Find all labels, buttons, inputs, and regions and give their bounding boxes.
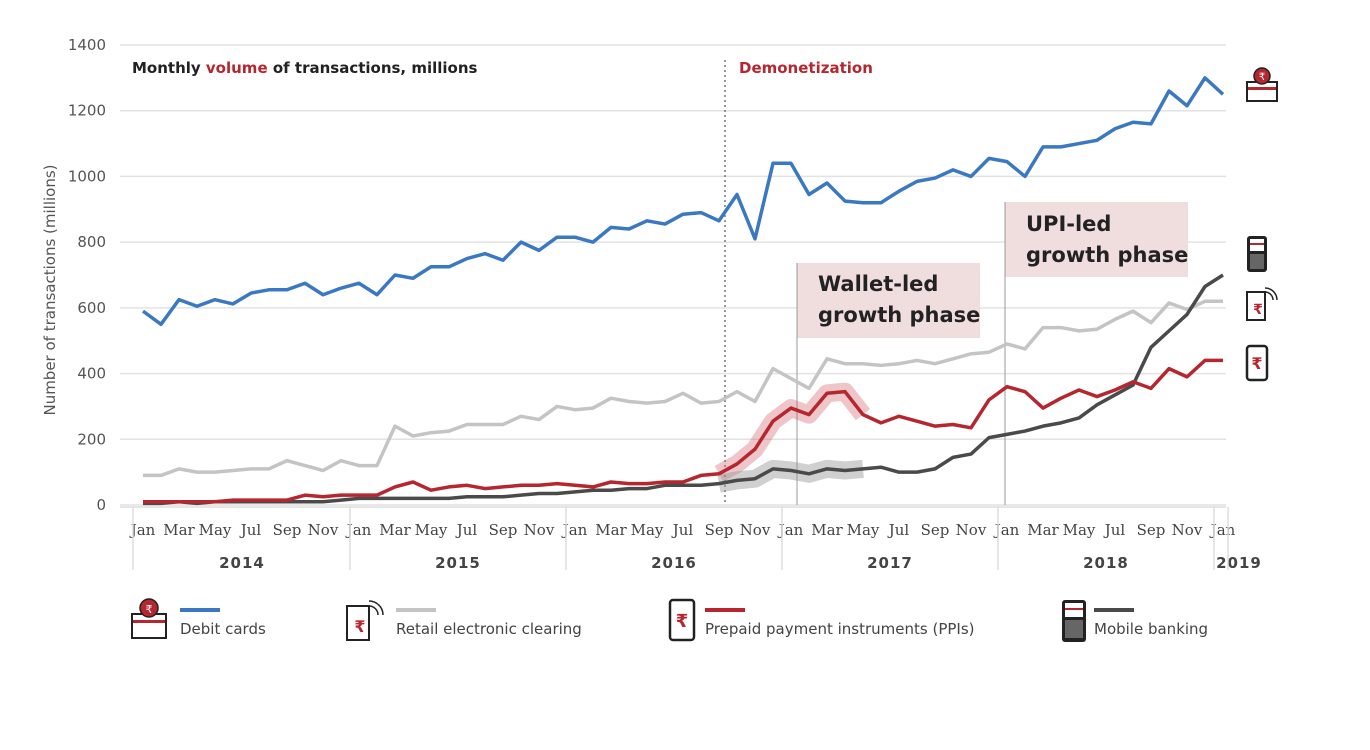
year-label: 2015: [435, 554, 481, 572]
year-label: 2019: [1216, 554, 1262, 572]
x-tick-label: Jan: [1209, 521, 1236, 539]
x-tick-label: Nov: [308, 521, 339, 539]
x-tick-label: Mar: [163, 521, 195, 539]
series-lines: [141, 76, 1225, 506]
x-tick-label: Jan: [777, 521, 804, 539]
feature-phone-icon: [1062, 600, 1086, 642]
y-tick-label: 600: [77, 299, 106, 317]
y-tick-label: 0: [96, 496, 106, 514]
svg-text:₹: ₹: [676, 611, 689, 632]
debit-card-icon: ₹: [1246, 67, 1278, 102]
upi-highlight-box: [1005, 202, 1188, 277]
year-label: 2016: [651, 554, 697, 572]
x-tick-label: Jul: [887, 521, 910, 539]
x-tick-label: Jan: [561, 521, 588, 539]
annotation-upi-led: UPI-led growth phase: [1004, 202, 1188, 505]
annotation-demonetization: Demonetization: [724, 59, 873, 505]
debit-card-icon: ₹: [131, 598, 167, 639]
x-tick-label: Nov: [740, 521, 771, 539]
y-axis-label: Number of transactions (millions): [41, 164, 59, 415]
legend-item-mobile-banking: Mobile banking: [1062, 600, 1208, 642]
svg-text:₹: ₹: [1253, 302, 1263, 318]
year-label: 2014: [219, 554, 265, 572]
chart-title: Monthly volume of transactions, millions: [132, 59, 478, 77]
y-tick-label: 400: [77, 365, 106, 383]
upi-label-line2: growth phase: [1026, 243, 1188, 267]
x-tick-label: Jul: [455, 521, 478, 539]
legend-label: Retail electronic clearing: [396, 620, 582, 638]
svg-text:₹: ₹: [1251, 354, 1262, 373]
mobile-rupee-icon: ₹: [1245, 344, 1269, 382]
legend-item-retail-electronic-clearing: ₹ Retail electronic clearing: [346, 600, 582, 641]
x-tick-label: May: [199, 521, 232, 539]
receipt-icon: ₹: [1246, 287, 1278, 321]
legend-label: Debit cards: [180, 620, 266, 638]
legend: ₹ Debit cards ₹ Retail electronic cleari…: [131, 598, 1208, 642]
x-tick-label: Jul: [239, 521, 262, 539]
x-tick-label: Jan: [129, 521, 156, 539]
legend-item-ppi: ₹ Prepaid payment instruments (PPIs): [668, 598, 975, 642]
x-tick-label: Mar: [1027, 521, 1059, 539]
y-tick-label: 200: [77, 430, 106, 448]
y-axis-ticks: 0 200 400 600 800 1000 1200 1400: [68, 36, 106, 514]
gridlines: [120, 44, 1226, 506]
x-tick-label: Nov: [956, 521, 987, 539]
upi-label-line1: UPI-led: [1026, 212, 1111, 236]
x-tick-label: May: [847, 521, 880, 539]
title-part: of transactions, millions: [268, 59, 478, 77]
x-tick-label: Sep: [1137, 521, 1166, 539]
svg-text:₹: ₹: [1259, 72, 1265, 83]
demonetization-label: Demonetization: [739, 59, 873, 77]
series-line-mobile-banking: [143, 273, 1224, 506]
x-tick-label: Jan: [345, 521, 372, 539]
receipt-icon: ₹: [346, 600, 384, 641]
x-tick-label: May: [631, 521, 664, 539]
y-tick-label: 1000: [68, 167, 106, 185]
feature-phone-icon: [1247, 236, 1267, 272]
x-tick-label: Jul: [1103, 521, 1126, 539]
title-emphasis: volume: [206, 59, 268, 77]
y-tick-label: 1200: [68, 102, 106, 120]
x-tick-label: Jul: [671, 521, 694, 539]
svg-text:₹: ₹: [354, 617, 365, 636]
x-tick-label: May: [415, 521, 448, 539]
series-line-debit-cards: [141, 76, 1225, 327]
wallet-highlight-box: [797, 263, 980, 338]
x-tick-label: Nov: [1172, 521, 1203, 539]
y-tick-label: 800: [77, 233, 106, 251]
x-tick-label: May: [1063, 521, 1096, 539]
x-tick-label: Sep: [489, 521, 518, 539]
wallet-label-line2: growth phase: [818, 303, 980, 327]
x-tick-label: Sep: [273, 521, 302, 539]
series-line-prepaid-payment-instruments-ppis-: [143, 358, 1223, 504]
x-axis: Jan Mar May Jul Sep Nov Jan Mar May Jul Sep Nov Jan M…: [120, 506, 1262, 572]
year-label: 2017: [867, 554, 913, 572]
x-tick-label: Mar: [595, 521, 627, 539]
x-tick-label: Mar: [379, 521, 411, 539]
title-part: Monthly: [132, 59, 206, 77]
legend-item-debit-cards: ₹ Debit cards: [131, 598, 266, 639]
x-tick-label: Sep: [705, 521, 734, 539]
x-tick-label: Jan: [993, 521, 1020, 539]
series-line-retail-electronic-clearing: [143, 299, 1223, 478]
x-tick-label: Sep: [921, 521, 950, 539]
mobile-rupee-icon: ₹: [668, 598, 696, 642]
x-tick-label: Nov: [524, 521, 555, 539]
annotation-wallet-led: Wallet-led growth phase: [796, 263, 980, 505]
legend-label: Prepaid payment instruments (PPIs): [705, 620, 975, 638]
y-tick-label: 1400: [68, 36, 106, 54]
svg-text:₹: ₹: [146, 603, 153, 616]
legend-label: Mobile banking: [1094, 620, 1208, 638]
wallet-label-line1: Wallet-led: [818, 272, 938, 296]
x-tick-label: Mar: [811, 521, 843, 539]
year-label: 2018: [1083, 554, 1129, 572]
